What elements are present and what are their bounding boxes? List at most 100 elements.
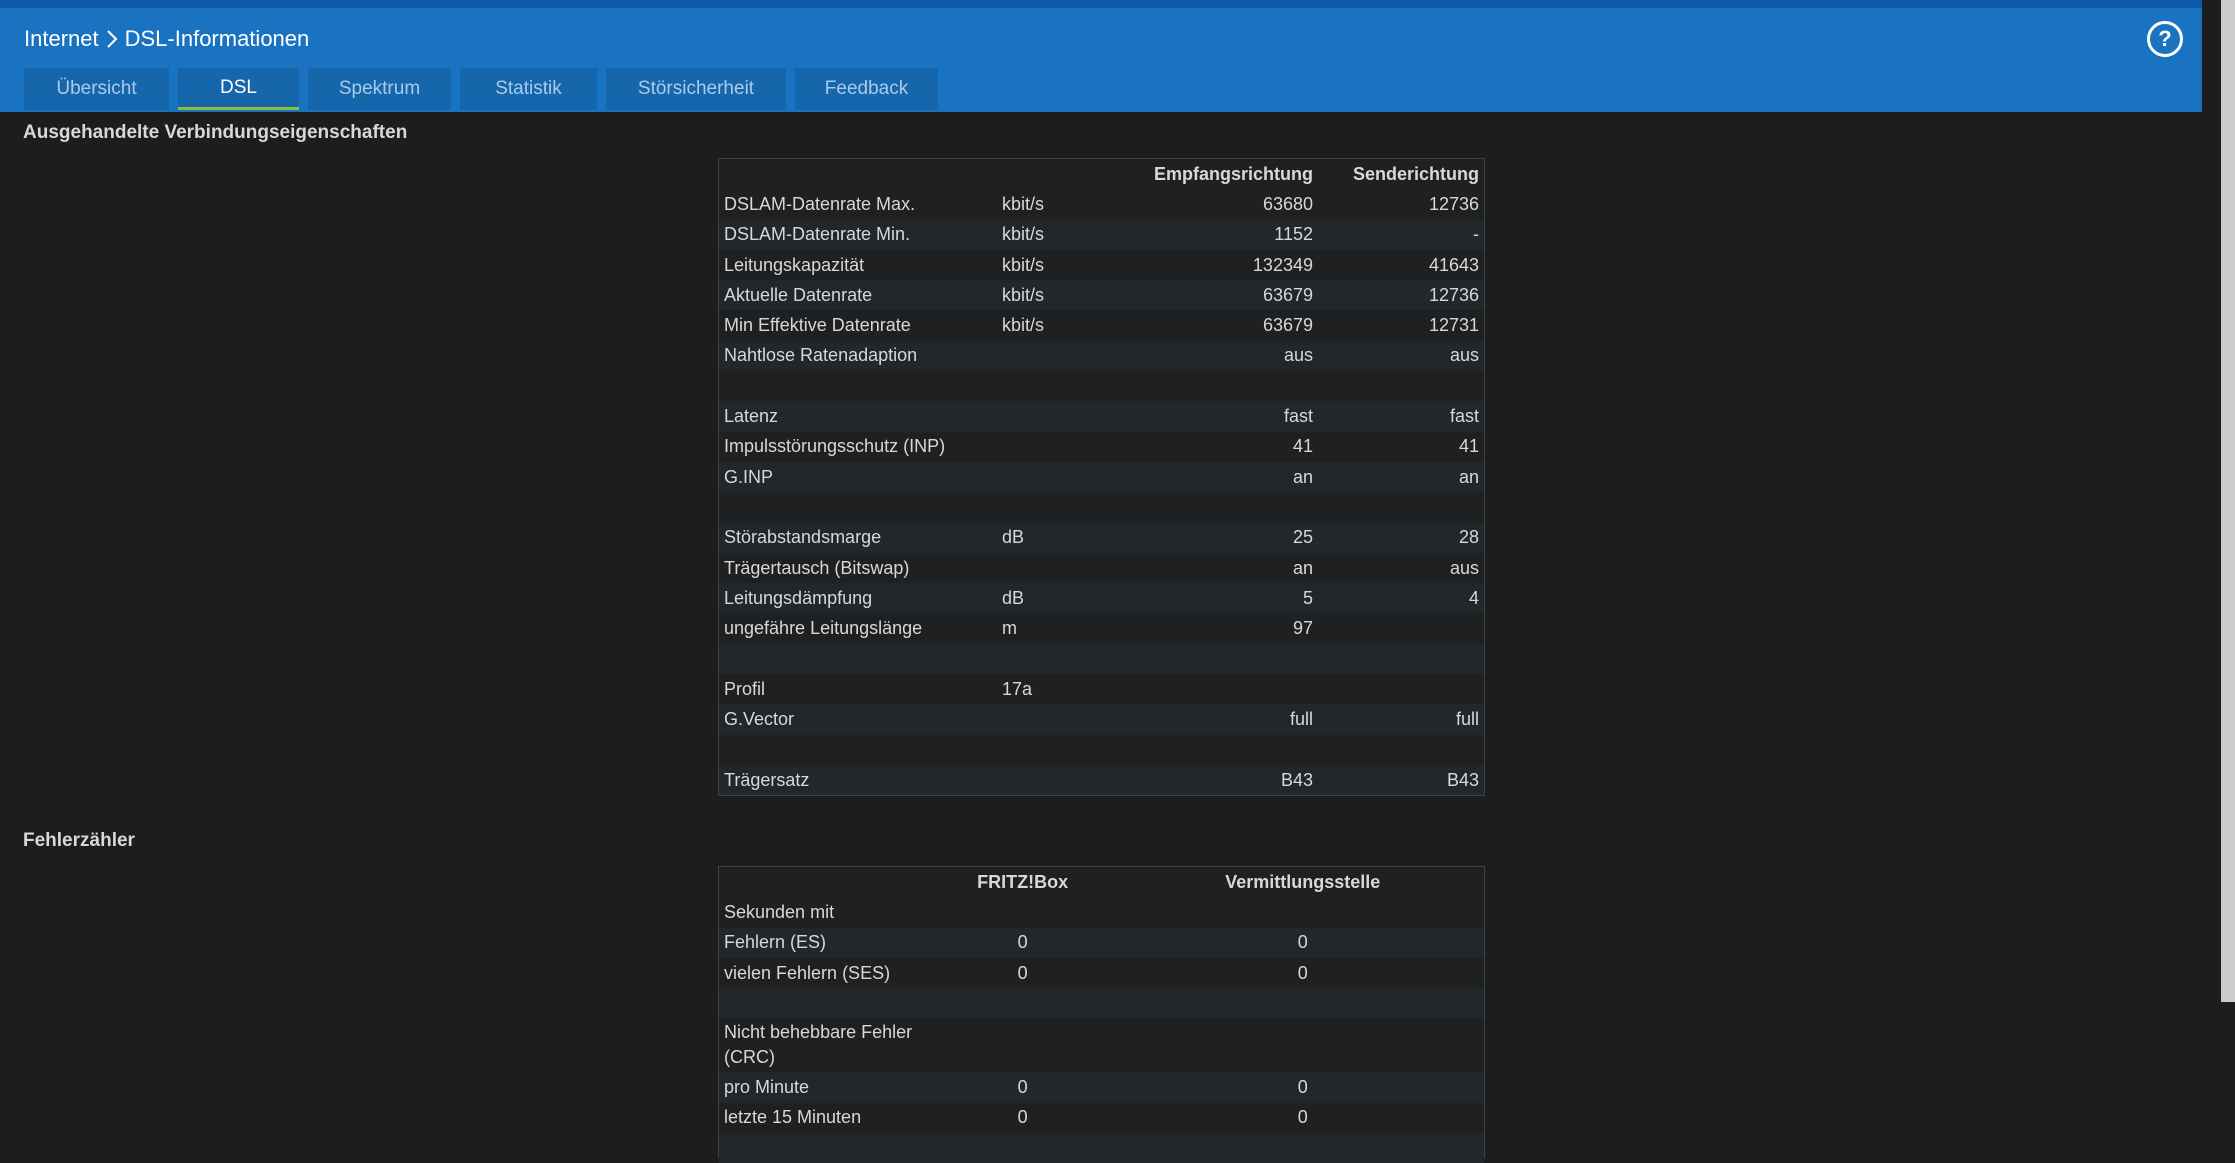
row-unit xyxy=(997,432,1137,462)
table-row: DSLAM-Datenrate Max. kbit/s 63680 12736 xyxy=(719,189,1484,219)
row-rx-value xyxy=(1137,371,1318,401)
header-tx: Senderichtung xyxy=(1352,163,1479,184)
row-unit xyxy=(997,492,1137,522)
row-fritzbox-value xyxy=(924,897,1122,927)
header-exchange: Vermittlungsstelle xyxy=(1225,871,1381,892)
row-rx-value: 63680 xyxy=(1262,193,1313,214)
table-row: ungefähre Leitungslänge m 97 xyxy=(719,613,1484,643)
tab-dsl[interactable]: DSL xyxy=(178,68,299,110)
connection-section-title: Ausgehandelte Verbindungseigenschaften xyxy=(23,122,408,143)
row-label xyxy=(719,735,997,765)
row-tx-value: 12731 xyxy=(1428,315,1479,336)
row-unit xyxy=(997,340,1137,372)
row-label: Aktuelle Datenrate xyxy=(719,280,997,311)
row-rx-value: 132349 xyxy=(1252,254,1313,275)
help-icon[interactable]: ? xyxy=(2147,21,2183,57)
row-tx-value: 4 xyxy=(1318,583,1484,614)
table-row: DSLAM-Datenrate Min. kbit/s 1152- xyxy=(719,219,1484,250)
row-label: Störabstandsmarge xyxy=(719,522,997,553)
row-exchange-value: 0 xyxy=(1121,1072,1484,1103)
row-fritzbox-value: 0 xyxy=(1017,1107,1028,1128)
row-fritzbox-value xyxy=(924,1018,1122,1072)
row-label: Sekunden mit xyxy=(724,901,835,922)
tab-uebersicht[interactable]: Übersicht xyxy=(24,68,169,110)
scrollbar-thumb[interactable] xyxy=(2221,0,2235,1002)
row-label: Latenz xyxy=(719,401,997,432)
breadcrumb-parent[interactable]: Internet xyxy=(24,26,99,51)
error-section-title: Fehlerzähler xyxy=(23,830,135,851)
row-tx-value xyxy=(1318,674,1484,704)
table-row xyxy=(719,492,1484,522)
row-label: Nicht behebbare Fehler (CRC) xyxy=(724,1022,913,1068)
row-label: pro Minute xyxy=(719,1072,924,1103)
header-label xyxy=(719,867,924,897)
table-row: Profil 17a xyxy=(719,674,1484,704)
row-label: Impulsstörungsschutz (INP) xyxy=(724,436,946,457)
row-rx-value xyxy=(1137,643,1318,675)
row-unit: dB xyxy=(997,522,1137,553)
row-label: letzte 15 Minuten xyxy=(724,1107,862,1128)
table-row: Sekunden mit xyxy=(719,897,1484,927)
header-unit xyxy=(997,159,1137,189)
tab-stoersicherheit[interactable]: Störsicherheit xyxy=(606,68,786,110)
row-tx-value: 41643 xyxy=(1428,254,1479,275)
row-tx-value: 12736 xyxy=(1428,193,1479,214)
tab-spektrum[interactable]: Spektrum xyxy=(308,68,451,110)
tab-feedback[interactable]: Feedback xyxy=(795,68,938,110)
table-row: Aktuelle Datenrate kbit/s 63679 12736 xyxy=(719,280,1484,311)
breadcrumb: Internet DSL-Informationen xyxy=(24,26,309,52)
row-exchange-value xyxy=(1121,897,1484,927)
row-tx-value: 28 xyxy=(1318,522,1484,553)
row-label: Leitungsdämpfung xyxy=(719,583,997,614)
row-unit xyxy=(997,553,1137,583)
tab-statistik[interactable]: Statistik xyxy=(460,68,597,110)
page-header: Internet DSL-Informationen ? Übersicht D… xyxy=(0,8,2202,112)
row-rx-value xyxy=(1137,735,1318,765)
row-tx-value: full xyxy=(1318,704,1484,735)
row-fritzbox-value xyxy=(923,988,1122,1019)
row-fritzbox-value xyxy=(923,1133,1122,1163)
row-label: Profil xyxy=(724,678,766,699)
row-unit xyxy=(997,643,1137,675)
table-row: pro Minute 0 0 xyxy=(719,1072,1484,1103)
row-unit: dB xyxy=(997,583,1137,614)
table-row: Leitungskapazität kbit/s 132349 41643 xyxy=(719,250,1484,280)
table-row: Fehlern (ES) 0 0 xyxy=(719,927,1484,958)
table-row: Trägertausch (Bitswap) an aus xyxy=(719,553,1484,583)
table-row: Latenz fast fast xyxy=(719,401,1484,432)
row-exchange-value: 0 xyxy=(1297,1107,1308,1128)
table-row: Min Effektive Datenrate kbit/s 63679 12731 xyxy=(719,310,1484,340)
row-label: DSLAM-Datenrate Min. xyxy=(719,219,997,250)
row-label: Nahtlose Ratenadaption xyxy=(719,340,997,372)
row-rx-value: an xyxy=(1292,557,1313,578)
row-rx-value: 25 xyxy=(1137,522,1318,553)
row-label: vielen Fehlern (SES) xyxy=(724,962,891,983)
table-row: Leitungsdämpfung dB 5 4 xyxy=(719,583,1484,614)
table-row xyxy=(719,643,1484,675)
row-tx-value: 41 xyxy=(1458,436,1479,457)
header-label xyxy=(719,159,997,189)
row-exchange-value xyxy=(1121,988,1484,1019)
row-unit xyxy=(997,704,1137,735)
row-unit: 17a xyxy=(1002,678,1033,699)
row-unit: m xyxy=(1002,618,1017,639)
table-row: vielen Fehlern (SES) 0 0 xyxy=(719,958,1484,988)
row-rx-value: an xyxy=(1137,461,1318,493)
table-header-row: Empfangsrichtung Senderichtung xyxy=(719,159,1484,189)
row-tx-value: B43 xyxy=(1318,764,1484,796)
row-tx-value xyxy=(1318,371,1484,401)
error-counter-table: FRITZ!Box Vermittlungsstelle Sekunden mi… xyxy=(718,866,1485,1163)
row-label: G.INP xyxy=(719,461,997,493)
table-row: Störabstandsmarge dB 25 28 xyxy=(719,522,1484,553)
row-rx-value xyxy=(1137,492,1318,522)
row-tx-value: aus xyxy=(1318,340,1484,372)
row-tx-value: aus xyxy=(1449,557,1479,578)
table-header-row: FRITZ!Box Vermittlungsstelle xyxy=(719,867,1484,897)
row-rx-value: 1152 xyxy=(1137,219,1318,250)
row-unit xyxy=(997,764,1137,796)
row-exchange-value: 0 xyxy=(1121,927,1484,958)
row-tx-value: - xyxy=(1318,219,1484,250)
table-row: Trägersatz B43 B43 xyxy=(719,764,1484,796)
row-label: Fehlern (ES) xyxy=(719,927,924,958)
row-label: G.Vector xyxy=(719,704,997,735)
